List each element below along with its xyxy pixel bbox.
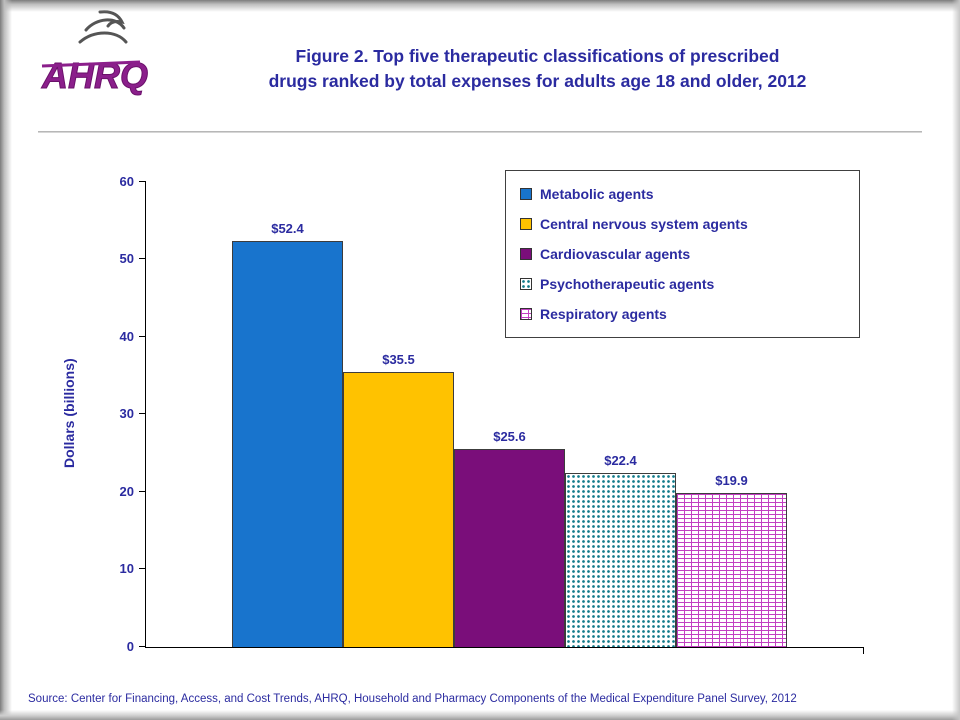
bar-group: $25.6 bbox=[454, 429, 565, 647]
y-tick-label: 20 bbox=[119, 484, 134, 499]
bar-4 bbox=[676, 493, 787, 647]
ahrq-logo: AHRQ bbox=[40, 6, 162, 108]
legend-item: Cardiovascular agents bbox=[506, 239, 859, 269]
figure-title: Figure 2. Top five therapeutic classific… bbox=[170, 44, 905, 93]
ahrq-logo-graphic: AHRQ bbox=[41, 10, 149, 97]
bar-value-label: $25.6 bbox=[493, 429, 526, 444]
ahrq-logo-swoosh bbox=[41, 60, 141, 68]
bar-2 bbox=[454, 449, 565, 647]
y-tick-mark bbox=[139, 336, 146, 337]
y-tick-mark bbox=[139, 413, 146, 414]
source-note: Source: Center for Financing, Access, an… bbox=[28, 693, 797, 705]
y-tick-label: 0 bbox=[126, 639, 134, 654]
legend-label: Respiratory agents bbox=[540, 306, 667, 322]
header-divider bbox=[38, 131, 922, 133]
bar-group: $22.4 bbox=[565, 453, 676, 647]
bar-1 bbox=[343, 372, 454, 647]
y-tick-mark bbox=[139, 568, 146, 569]
y-tick-mark bbox=[139, 491, 146, 492]
legend-item: Central nervous system agents bbox=[506, 209, 859, 239]
bars: $52.4 $35.5 $25.6 $22.4 $19.9 bbox=[232, 221, 787, 647]
figure-title-line1: Figure 2. Top five therapeutic classific… bbox=[295, 46, 780, 66]
bar-value-label: $52.4 bbox=[271, 221, 304, 236]
y-tick-label: 40 bbox=[119, 329, 134, 344]
y-tick-label: 50 bbox=[119, 251, 134, 266]
frame-bottom-edge bbox=[0, 710, 960, 720]
legend-item: Respiratory agents bbox=[506, 299, 859, 329]
bar-group: $19.9 bbox=[676, 473, 787, 647]
bar-group: $35.5 bbox=[343, 352, 454, 647]
legend-label: Cardiovascular agents bbox=[540, 246, 691, 262]
legend-item: Psychotherapeutic agents bbox=[506, 269, 859, 299]
bar-3 bbox=[565, 473, 676, 647]
legend-item: Metabolic agents bbox=[506, 179, 859, 209]
legend: Metabolic agents Central nervous system a… bbox=[505, 170, 860, 338]
figure-title-line2: drugs ranked by total expenses for adult… bbox=[268, 70, 807, 91]
legend-swatch-icon bbox=[520, 248, 532, 260]
y-tick-mark bbox=[139, 646, 146, 647]
legend-label: Metabolic agents bbox=[540, 186, 654, 202]
legend-label: Psychotherapeutic agents bbox=[540, 276, 715, 292]
y-tick-mark bbox=[139, 258, 146, 259]
bar-value-label: $22.4 bbox=[604, 453, 637, 468]
y-tick-mark bbox=[139, 181, 146, 182]
frame-right-edge bbox=[952, 0, 960, 720]
bar-group: $52.4 bbox=[232, 221, 343, 647]
y-tick-label: 60 bbox=[119, 174, 134, 189]
frame-top-edge bbox=[0, 0, 960, 12]
legend-swatch-icon bbox=[520, 218, 532, 230]
x-axis-end-tick bbox=[863, 647, 864, 654]
bar-chart: Dollars (billions) $52.4 $35.5 $25.6 $22.4 $… bbox=[0, 150, 960, 670]
plot-area: $52.4 $35.5 $25.6 $22.4 $19.9 0 10 20 30 40 50 60 bbox=[120, 174, 864, 654]
y-tick-label: 30 bbox=[119, 406, 134, 421]
bar-value-label: $35.5 bbox=[382, 352, 415, 367]
legend-label: Central nervous system agents bbox=[540, 216, 748, 232]
legend-swatch-icon bbox=[520, 188, 532, 200]
y-tick-label: 10 bbox=[119, 561, 134, 576]
legend-swatch-icon bbox=[520, 308, 532, 320]
hhs-eagle-icon bbox=[78, 10, 128, 44]
legend-swatch-icon bbox=[520, 278, 532, 290]
y-axis-label: Dollars (billions) bbox=[61, 358, 77, 468]
frame-left-edge bbox=[0, 0, 12, 720]
bar-0 bbox=[232, 241, 343, 647]
bar-value-label: $19.9 bbox=[715, 473, 748, 488]
